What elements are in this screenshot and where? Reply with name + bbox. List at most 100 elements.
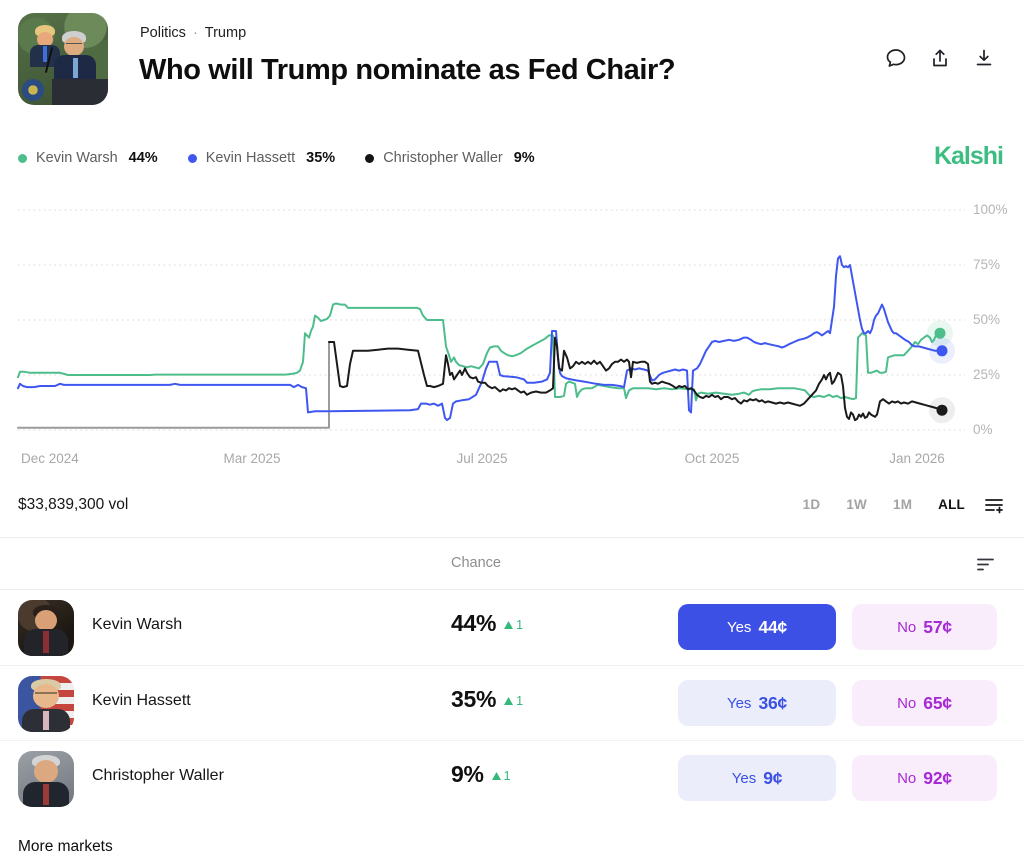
sort-icon[interactable] [976, 555, 995, 574]
legend-item-kevin-warsh[interactable]: Kevin Warsh 44% [18, 150, 158, 166]
y-tick: 50% [973, 312, 1001, 327]
x-tick: Oct 2025 [684, 451, 740, 466]
chart-canvas[interactable] [17, 209, 965, 431]
legend-dot-black [365, 153, 375, 163]
yes-price: 36¢ [758, 692, 788, 713]
x-tick: Jul 2025 [456, 451, 508, 466]
x-tick: Dec 2024 [21, 451, 79, 466]
yes-label: Yes [726, 618, 752, 636]
legend-row: Kevin Warsh 44% Kevin Hassett 35% Christ… [18, 142, 1006, 174]
delta-value: 1 [516, 694, 524, 708]
y-axis-labels: 100% 75% 50% 25% 0% [973, 195, 1023, 471]
yes-button-kevin-warsh[interactable]: Yes 44¢ [678, 604, 836, 650]
kalshi-logo: Kalshi [933, 142, 1004, 170]
legend-item-christopher-waller[interactable]: Christopher Waller 9% [365, 150, 535, 166]
avatar-kevin-hassett [18, 676, 74, 732]
chance-cell: 44% 1 [451, 610, 523, 637]
no-price: 92¢ [923, 767, 952, 788]
trump-figure [30, 25, 60, 67]
x-axis-labels: Dec 2024 Mar 2025 Jul 2025 Oct 2025 Jan … [0, 451, 1024, 469]
podium [52, 79, 108, 105]
yes-label: Yes [731, 769, 757, 787]
more-markets-link[interactable]: More markets [18, 838, 113, 855]
trade-buttons: Yes 9¢ No 92¢ [678, 755, 997, 801]
delta-value: 1 [516, 618, 524, 632]
legend-value: 9% [513, 150, 535, 166]
chance-value: 9% [451, 761, 484, 787]
trade-buttons: Yes 44¢ No 57¢ [678, 604, 997, 650]
range-1w[interactable]: 1W [846, 497, 867, 512]
no-button-kevin-warsh[interactable]: No 57¢ [852, 604, 997, 650]
y-tick: 75% [973, 257, 1001, 272]
range-1m[interactable]: 1M [893, 497, 913, 512]
chance-cell: 35% 1 [451, 686, 523, 713]
no-price: 65¢ [923, 692, 952, 713]
no-label: No [897, 694, 917, 712]
table-header: Chance [0, 537, 1024, 590]
share-icon[interactable] [929, 47, 951, 69]
no-label: No [897, 769, 917, 787]
time-range-selector: 1D 1W 1M ALL [803, 497, 965, 512]
price-chart[interactable]: 100% 75% 50% 25% 0% Dec 2024 Mar 2025 Ju… [0, 195, 1024, 471]
market-row-kevin-hassett[interactable]: Kevin Hassett 35% 1 Yes 36¢ No 65¢ [0, 665, 1024, 740]
legend-value: 44% [128, 150, 158, 166]
x-tick: Mar 2025 [223, 451, 281, 466]
no-label: No [897, 618, 917, 636]
presidential-seal [22, 79, 44, 101]
page-title: Who will Trump nominate as Fed Chair? [139, 54, 676, 86]
delta-badge: 1 [491, 769, 511, 783]
y-tick: 25% [973, 367, 1001, 382]
range-all[interactable]: ALL [938, 497, 965, 512]
volume-label: $33,839,300 vol [18, 496, 129, 513]
breadcrumb: Politics · Trump [140, 25, 246, 41]
no-price: 57¢ [923, 616, 952, 637]
yes-button-kevin-hassett[interactable]: Yes 36¢ [678, 680, 836, 726]
legend-item-kevin-hassett[interactable]: Kevin Hassett 35% [187, 150, 336, 166]
chance-value: 44% [451, 610, 497, 636]
delta-up-icon [504, 621, 514, 629]
yes-price: 9¢ [763, 767, 783, 788]
breadcrumb-topic[interactable]: Trump [204, 25, 247, 41]
delta-badge: 1 [504, 618, 523, 632]
trade-buttons: Yes 36¢ No 65¢ [678, 680, 997, 726]
legend-name: Kevin Warsh [36, 150, 118, 166]
candidate-name: Christopher Waller [92, 767, 224, 784]
legend-name: Christopher Waller [383, 150, 503, 166]
avatar-christopher-waller [18, 751, 74, 807]
y-tick: 0% [973, 422, 993, 437]
candidate-name: Kevin Warsh [92, 616, 183, 633]
legend-value: 35% [306, 150, 336, 166]
candidate-name: Kevin Hassett [92, 692, 191, 709]
y-tick: 100% [973, 202, 1008, 217]
download-icon[interactable] [973, 47, 995, 69]
yes-label: Yes [726, 694, 752, 712]
delta-badge: 1 [504, 694, 523, 708]
market-row-christopher-waller[interactable]: Christopher Waller 9% 1 Yes 9¢ No 92¢ [0, 740, 1024, 815]
chart-controls: $33,839,300 vol 1D 1W 1M ALL [18, 490, 1005, 522]
legend-dot-green [18, 153, 27, 163]
market-thumbnail-image [18, 13, 108, 105]
chance-value: 35% [451, 686, 497, 712]
avatar-kevin-warsh [18, 600, 74, 656]
market-header: Politics · Trump Who will Trump nominate a… [18, 13, 1006, 109]
list-plus-icon[interactable] [983, 494, 1005, 516]
legend-dot-blue [187, 153, 197, 163]
delta-up-icon [504, 697, 514, 705]
chart-legend: Kevin Warsh 44% Kevin Hassett 35% Christ… [18, 148, 1006, 168]
delta-value: 1 [503, 769, 511, 783]
header-actions [885, 47, 995, 69]
comment-icon[interactable] [885, 47, 907, 69]
breadcrumb-section[interactable]: Politics [140, 25, 186, 41]
no-button-christopher-waller[interactable]: No 92¢ [852, 755, 997, 801]
x-tick: Jan 2026 [889, 451, 945, 466]
yes-price: 44¢ [758, 616, 788, 637]
range-1d[interactable]: 1D [802, 497, 821, 512]
legend-name: Kevin Hassett [205, 150, 296, 166]
yes-button-christopher-waller[interactable]: Yes 9¢ [678, 755, 836, 801]
chance-cell: 9% 1 [451, 761, 511, 788]
delta-up-icon [491, 772, 501, 780]
chance-column-header: Chance [451, 555, 501, 571]
market-row-kevin-warsh[interactable]: Kevin Warsh 44% 1 Yes 44¢ No 57¢ [0, 590, 1024, 665]
no-button-kevin-hassett[interactable]: No 65¢ [852, 680, 997, 726]
